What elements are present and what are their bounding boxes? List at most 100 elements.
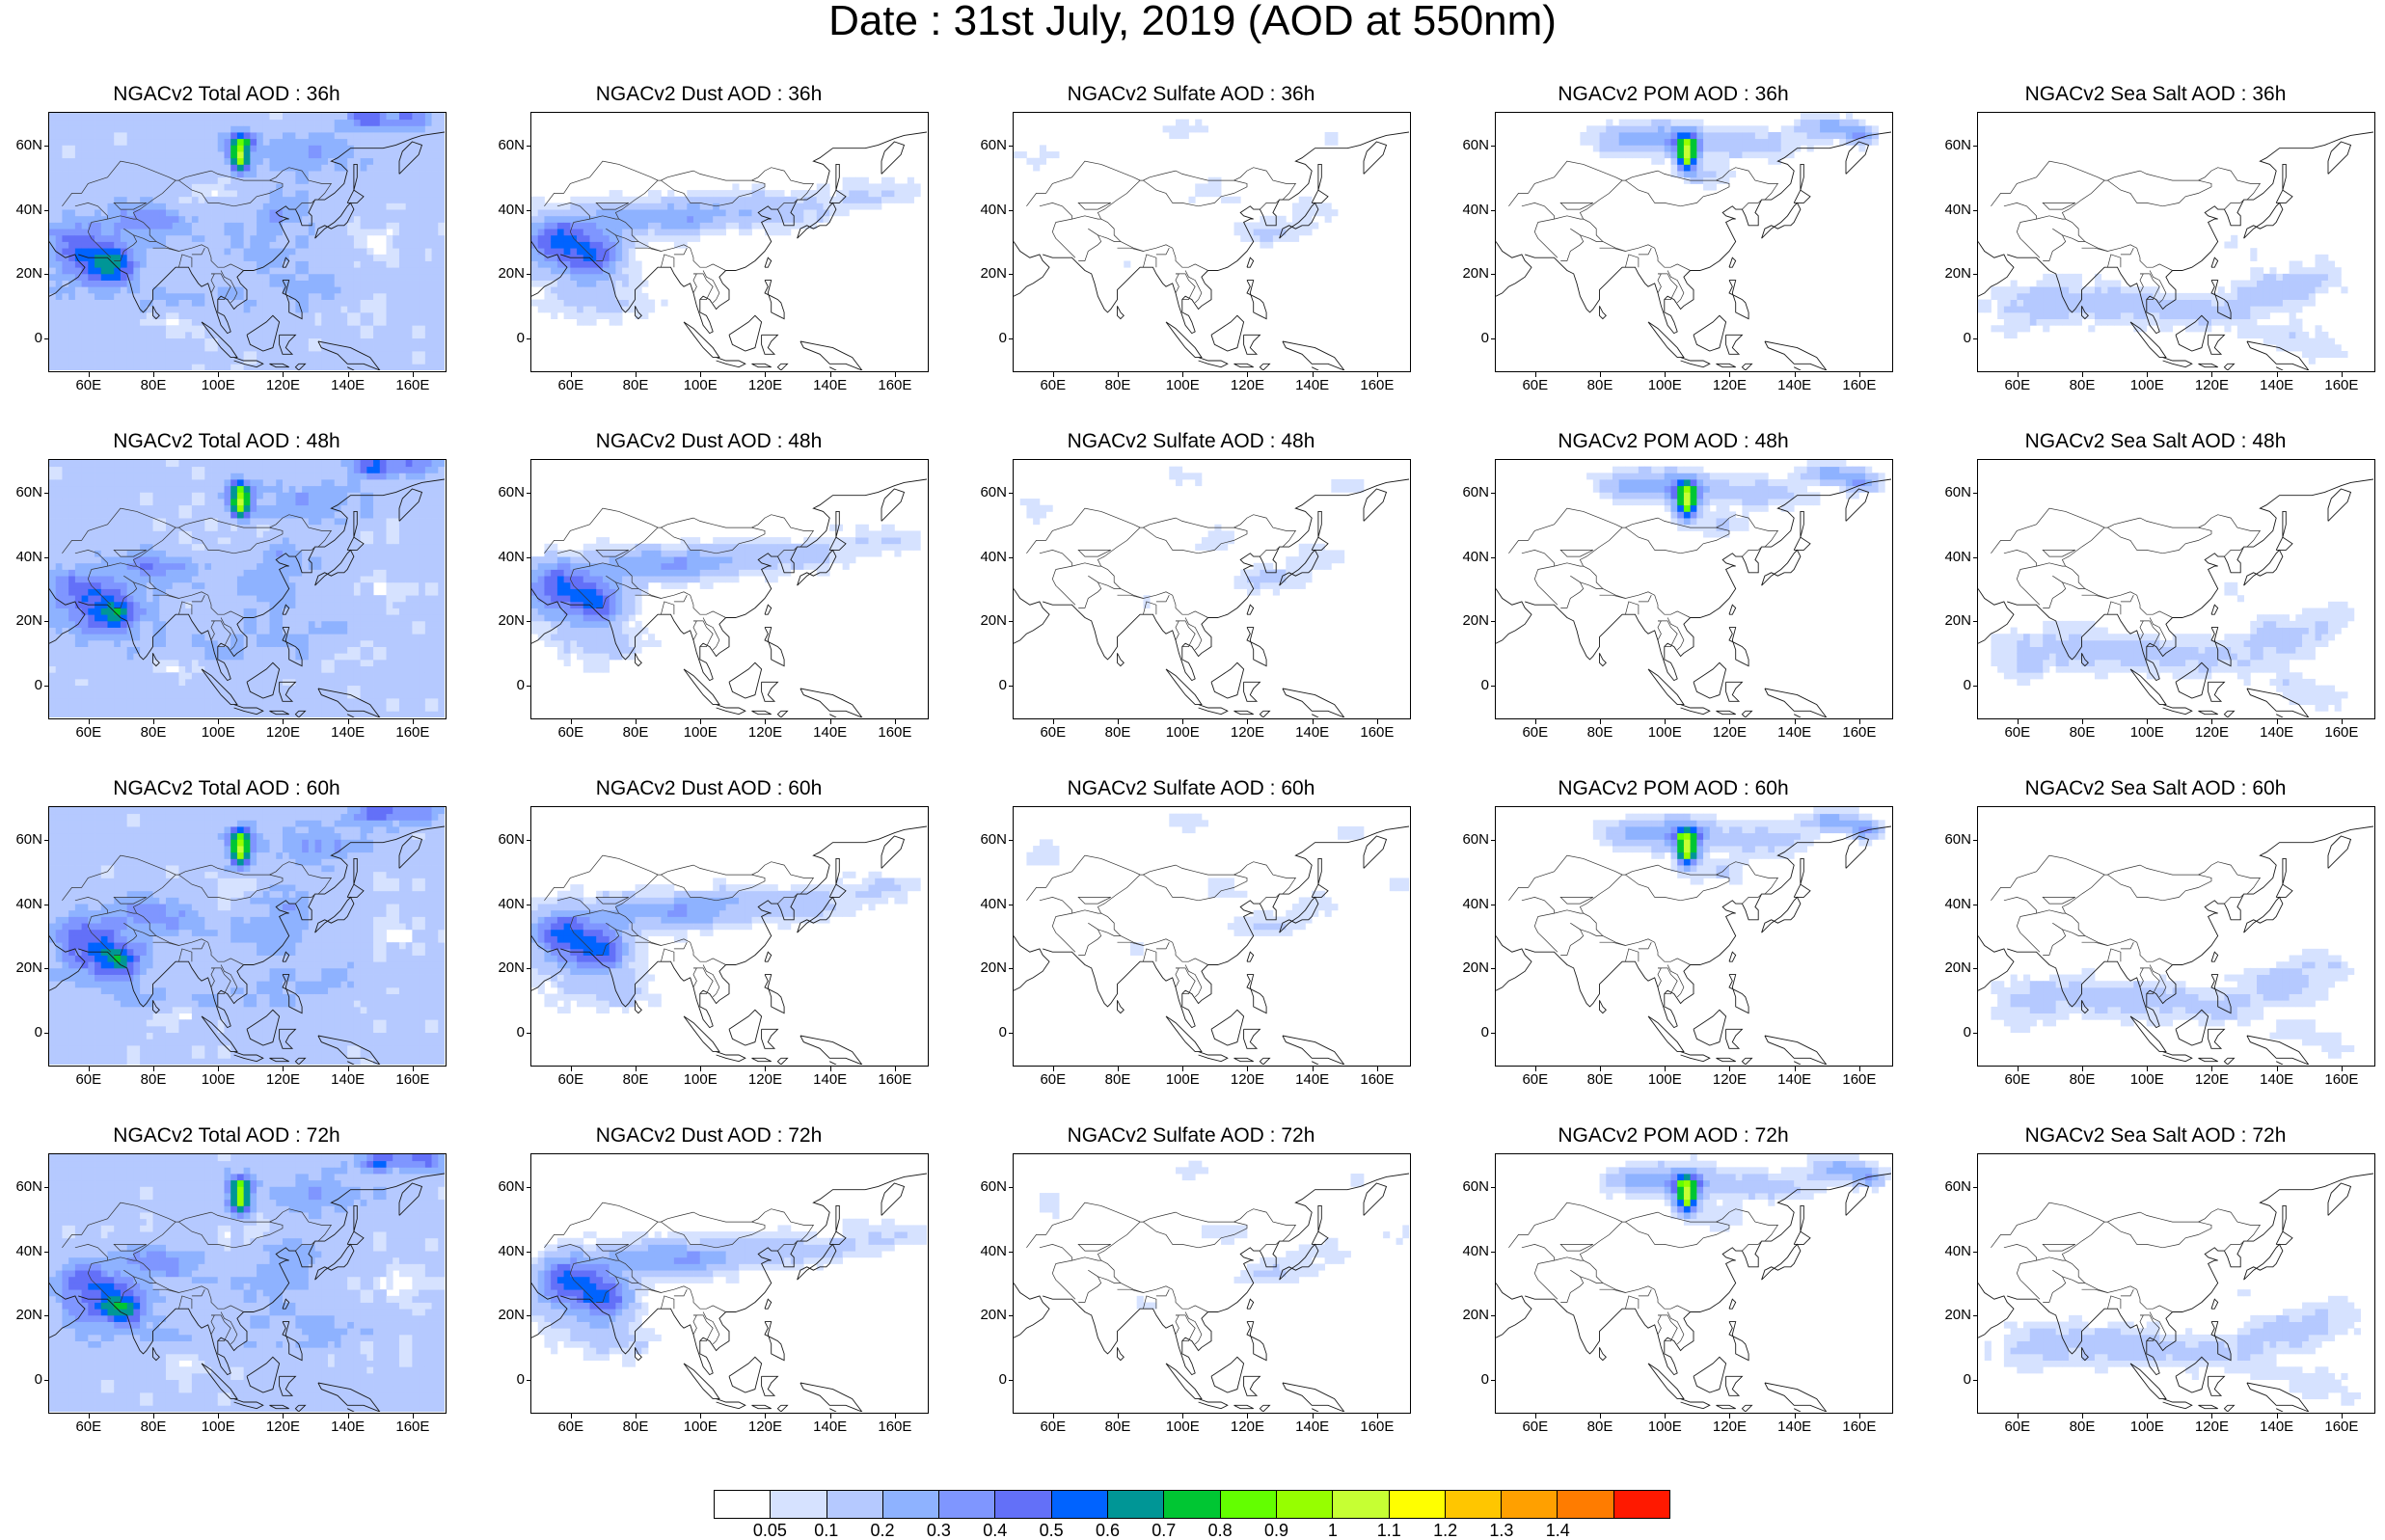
aod-cell [295,229,302,235]
aod-cell [95,569,101,576]
aod-cell [250,183,257,190]
aod-cell [1214,183,1221,190]
aod-cell [309,281,315,287]
aod-cell [399,312,406,319]
aod-cell [1677,171,1684,177]
aod-cell [224,164,230,171]
aod-cell [153,582,160,589]
aod-cell [2290,312,2296,319]
aod-cell [173,518,179,525]
aod-cell [224,229,230,235]
border [2107,255,2121,267]
lon-tick [2147,371,2148,377]
aod-cell [700,229,707,235]
aod-cell [2185,293,2192,300]
aod-cell [82,113,89,120]
aod-cell [2269,281,2276,287]
aod-cell [687,222,693,229]
aod-cell [1677,125,1684,132]
aod-cell [641,300,648,307]
aod-cell [75,177,82,184]
aod-cell [2166,325,2173,332]
aod-cell [147,325,153,332]
aod-cell [387,325,393,332]
aod-cell [140,698,147,705]
aod-cell [263,242,270,249]
aod-cell [218,235,225,242]
lon-tick [700,371,701,377]
aod-cell [276,306,283,312]
aod-cell [178,576,185,582]
aod-cell [185,325,192,332]
aod-cell [2295,274,2302,281]
aod-cell [419,177,425,184]
aod-cell [49,569,56,576]
aod-cell [1696,151,1703,158]
aod-cell [75,672,82,679]
aod-cell [101,281,108,287]
aod-cell [366,158,373,165]
aod-cell [648,209,655,216]
aod-cell [95,125,101,132]
aod-cell [2095,274,2101,281]
aod-cell [315,319,322,326]
aod-cell [354,286,361,293]
aod-cell [49,602,56,608]
aod-cell [432,325,439,332]
aod-cell [153,338,160,345]
aod-cell [101,686,108,692]
aod-cell [2250,312,2257,319]
lon-tick [1859,371,1860,377]
aod-cell [49,274,56,281]
aod-cell [1651,145,1658,151]
aod-cell [289,248,296,255]
aod-cell [610,255,616,261]
aod-cell [114,145,121,151]
aod-cell [257,229,263,235]
aod-cell [693,203,700,209]
aod-cell [2231,293,2237,300]
aod-cell [432,183,439,190]
aod-cell [309,158,315,165]
aod-cell [153,486,160,493]
aod-cell [121,537,127,544]
aod-cell [140,460,147,467]
aod-cell [270,132,277,139]
aod-cell [393,158,399,165]
aod-cell [185,306,192,312]
aod-cell [270,209,277,216]
aod-cell [361,242,367,249]
main-title: Date : 31st July, 2019 (AOD at 550nm) [0,0,2385,48]
aod-cell [1619,145,1626,151]
aod-cell [603,229,610,235]
aod-cell [393,177,399,184]
aod-cell [153,679,160,686]
aod-cell [147,364,153,370]
lon-tick [1313,371,1314,377]
aod-cell [250,332,257,338]
aod-cell [2049,286,2056,293]
aod-cell [603,235,610,242]
aod-cell [661,203,667,209]
aod-cell [354,338,361,345]
aod-cell [178,158,185,165]
aod-cell [1768,132,1775,139]
aod-cell [263,358,270,365]
aod-cell [133,255,140,261]
aod-cell [121,691,127,698]
aod-cell [88,358,95,365]
aod-cell [1839,125,1846,132]
aod-cell [127,267,134,274]
aod-cell [204,139,211,146]
aod-cell [153,698,160,705]
aod-cell [127,164,134,171]
aod-cell [153,139,160,146]
aod-cell [328,293,335,300]
aod-cell [1625,120,1632,126]
aod-cell [432,171,439,177]
aod-cell [583,261,590,268]
aod-cell [1677,164,1684,171]
aod-cell [68,576,75,582]
aod-cell [2283,300,2290,307]
aod-cell [380,125,387,132]
